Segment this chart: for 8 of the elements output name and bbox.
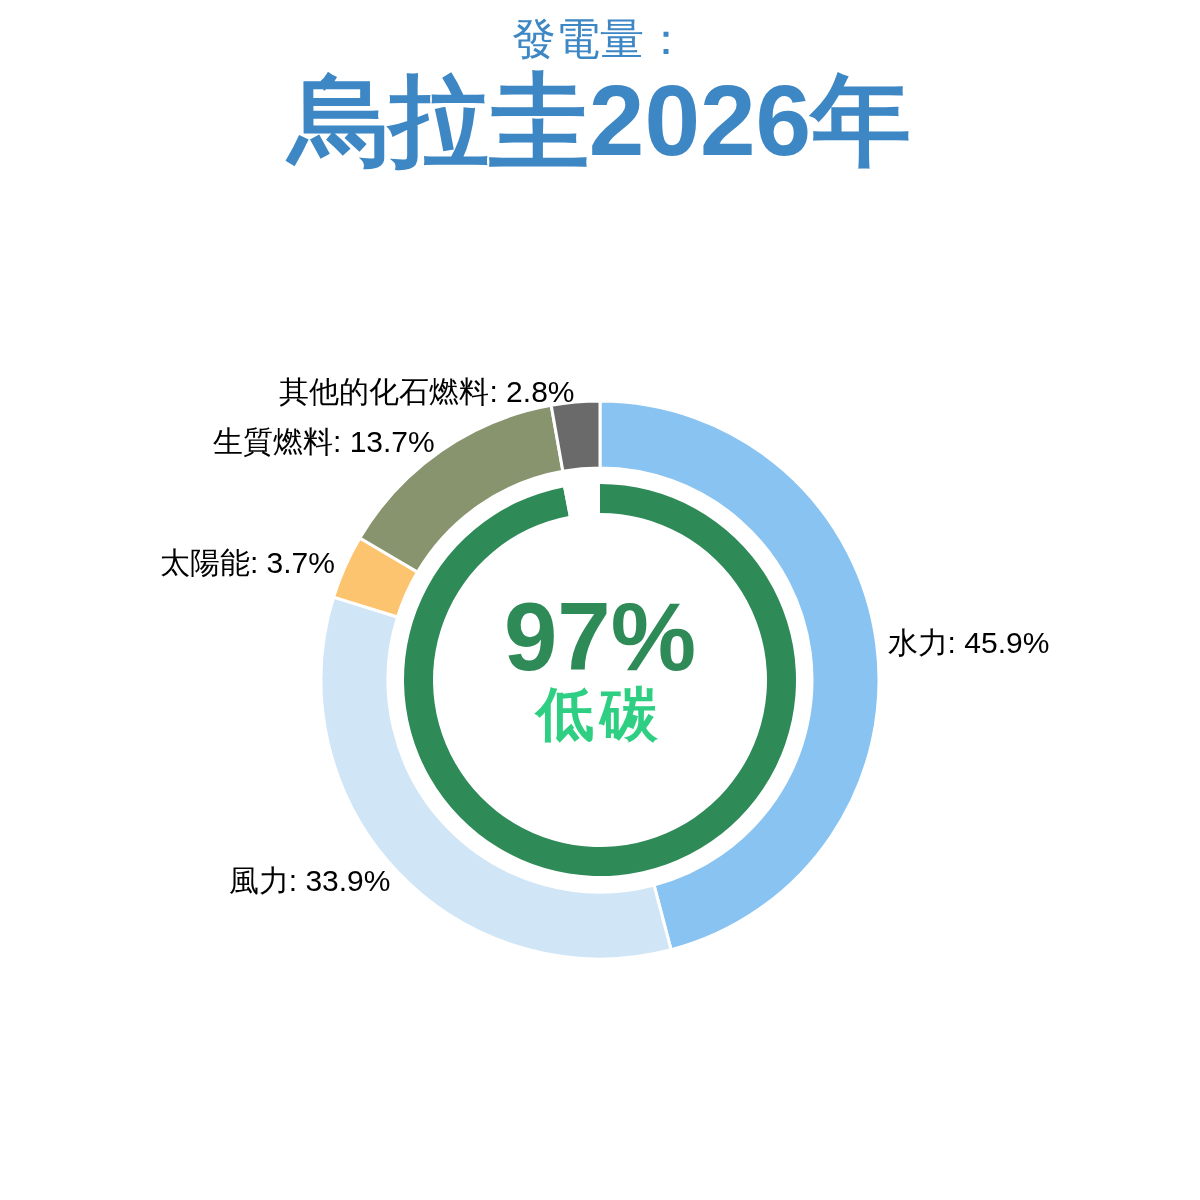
slice-label: 低碳 (534, 680, 664, 746)
slice-label: 太陽能: 3.7% (159, 545, 335, 579)
chart-subtitle: 發電量： (512, 13, 688, 63)
slice-label: 水力: 45.9% (887, 626, 1050, 660)
chart-title: 烏拉圭2026年 (284, 64, 912, 176)
slice-label: 風力: 33.9% (228, 864, 391, 897)
slice-label: 生質燃料: 13.7% (213, 425, 435, 459)
slice-label: 其他的化石燃料: 2.8% (279, 374, 575, 408)
